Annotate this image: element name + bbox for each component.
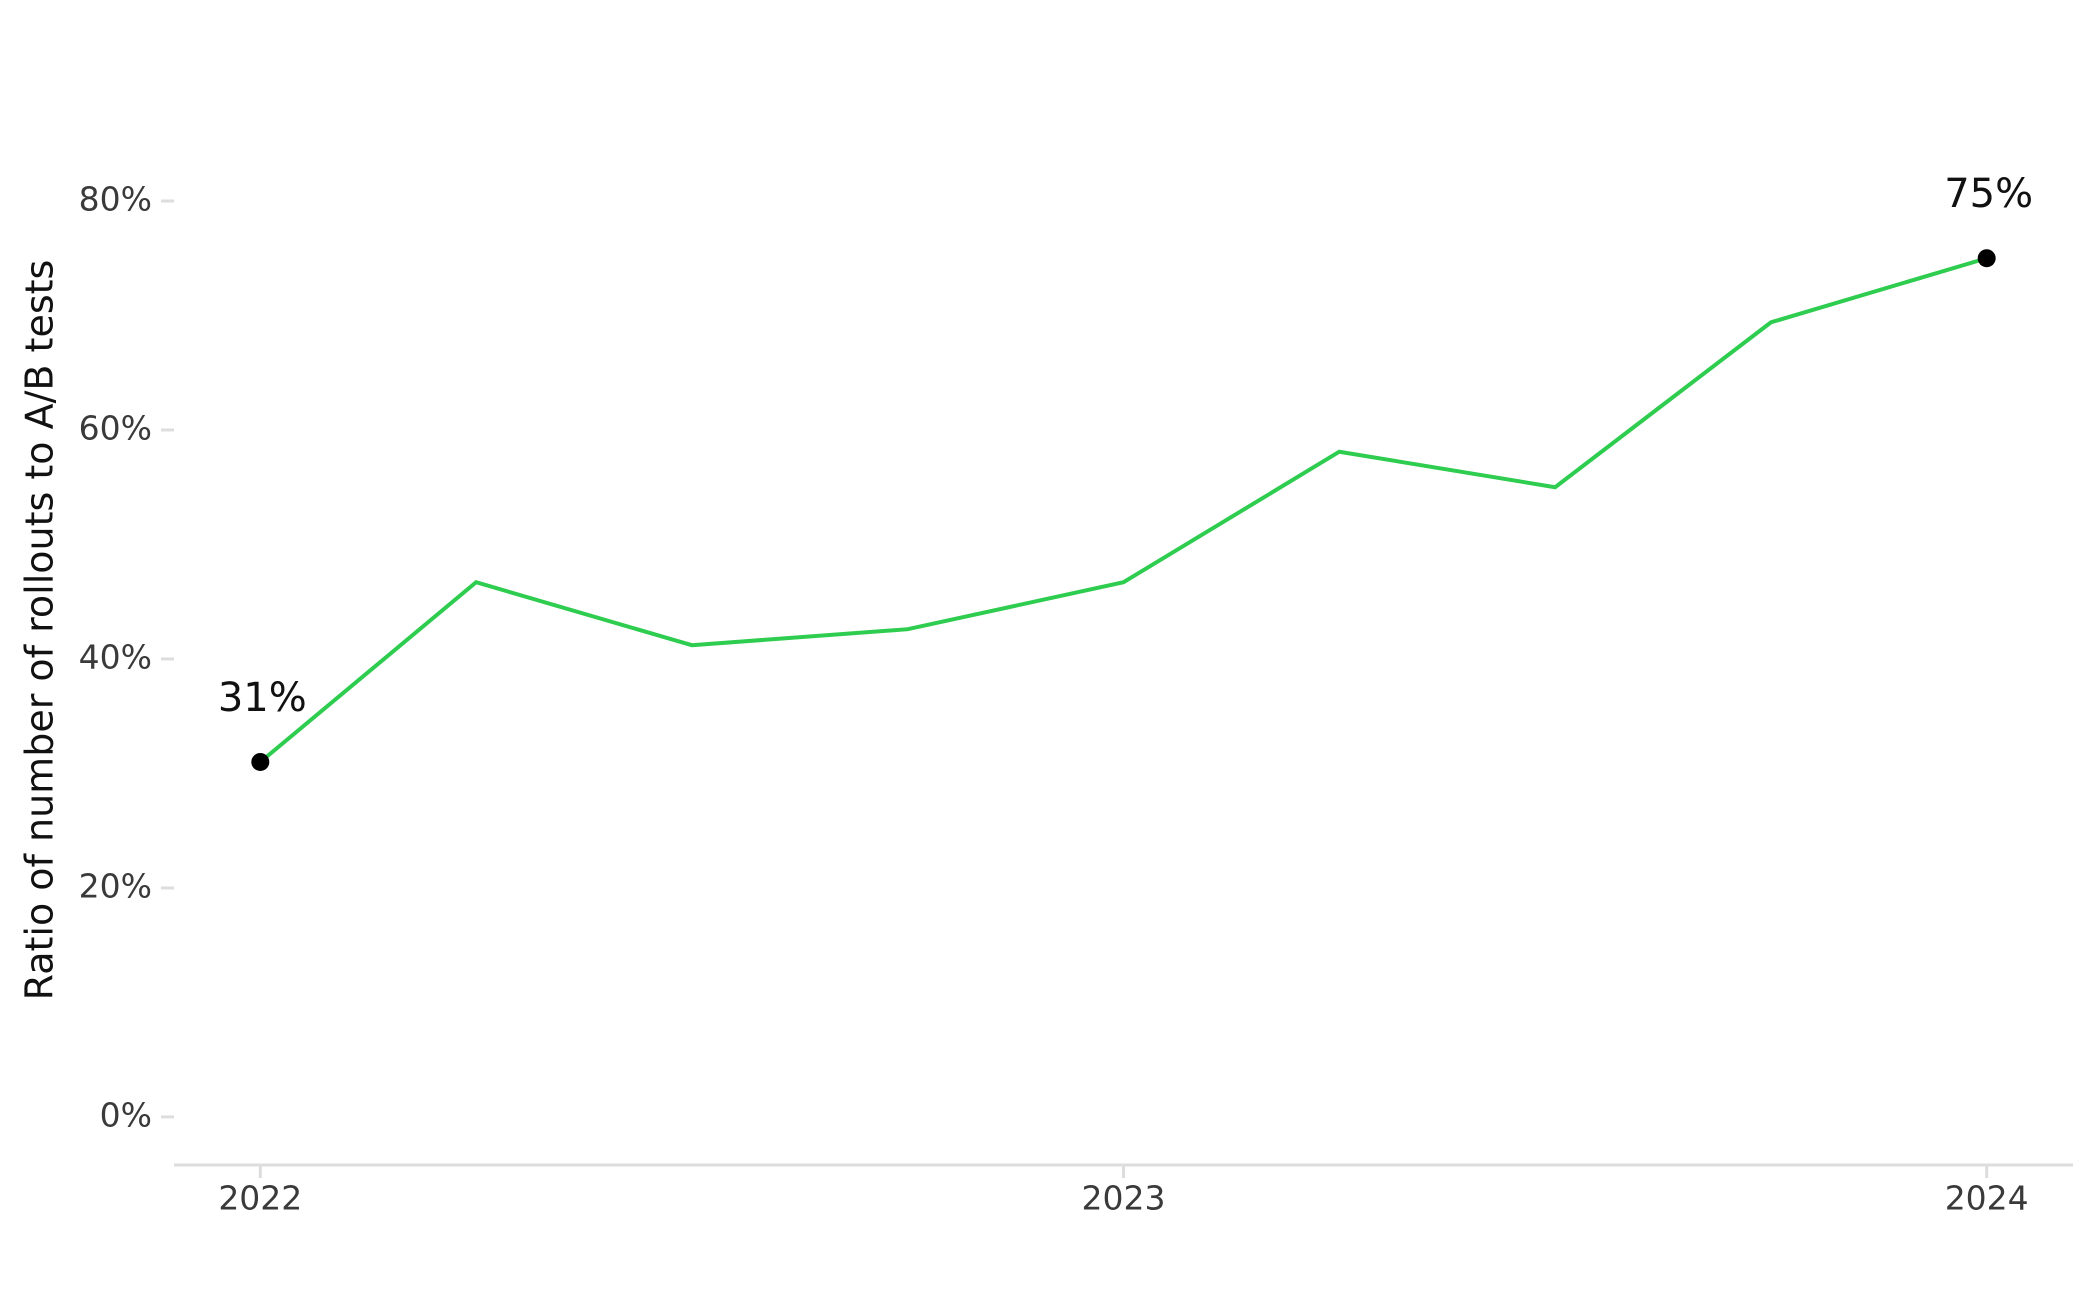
line-series [259, 256, 1988, 764]
data-label: 31% [218, 675, 307, 721]
y-tick-label: 20% [79, 866, 152, 905]
y-tick-label: 40% [79, 637, 152, 676]
x-tick-label: 2024 [1945, 1179, 2029, 1218]
point-marker [1977, 249, 1996, 268]
data-label: 75% [1944, 171, 2033, 217]
point-marker [251, 752, 270, 771]
y-axis-title: Ratio of number of rollouts to A/B tests [18, 260, 62, 1001]
y-tick-label: 0% [100, 1095, 152, 1134]
y-tick-label: 80% [79, 179, 152, 218]
x-tick-label: 2022 [218, 1179, 302, 1218]
x-tick-label: 2023 [1082, 1179, 1166, 1218]
y-tick-label: 60% [79, 408, 152, 447]
